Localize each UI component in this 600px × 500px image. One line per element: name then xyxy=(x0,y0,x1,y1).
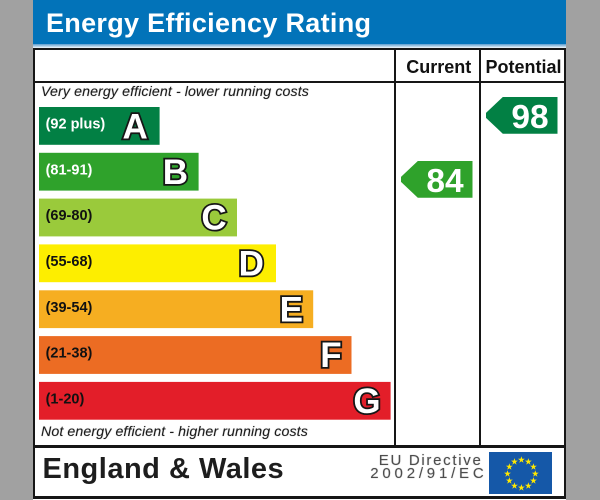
svg-text:C: C xyxy=(201,199,226,238)
svg-text:F: F xyxy=(320,336,341,375)
svg-text:98: 98 xyxy=(512,99,549,134)
svg-text:A: A xyxy=(123,107,148,146)
svg-text:B: B xyxy=(163,153,188,192)
svg-text:(1-20): (1-20) xyxy=(46,391,85,407)
svg-text:G: G xyxy=(353,382,380,420)
svg-text:(69-80): (69-80) xyxy=(46,208,93,224)
svg-text:(21-38): (21-38) xyxy=(46,346,93,362)
svg-text:D: D xyxy=(239,244,264,283)
svg-text:(55-68): (55-68) xyxy=(46,254,93,270)
svg-text:(92 plus): (92 plus) xyxy=(46,117,106,133)
svg-text:E: E xyxy=(280,290,303,329)
svg-text:(81-91): (81-91) xyxy=(46,162,93,178)
svg-text:84: 84 xyxy=(426,163,464,198)
svg-text:(39-54): (39-54) xyxy=(46,300,93,316)
